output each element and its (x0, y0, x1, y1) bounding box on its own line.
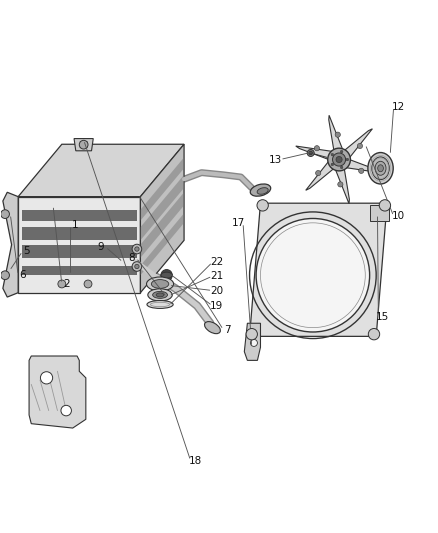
Polygon shape (18, 144, 184, 197)
Circle shape (357, 143, 363, 149)
Polygon shape (3, 192, 18, 297)
Circle shape (307, 149, 314, 157)
Circle shape (61, 405, 71, 416)
Circle shape (1, 271, 10, 280)
Text: 10: 10 (392, 211, 405, 221)
Ellipse shape (156, 293, 164, 297)
Polygon shape (306, 160, 335, 190)
Circle shape (315, 171, 321, 176)
Ellipse shape (368, 152, 393, 184)
Circle shape (58, 280, 66, 288)
Polygon shape (296, 146, 334, 160)
Text: 13: 13 (269, 155, 283, 165)
Circle shape (359, 168, 364, 173)
Polygon shape (344, 129, 372, 159)
Circle shape (246, 328, 258, 340)
Polygon shape (29, 356, 86, 428)
Text: 2: 2 (63, 279, 70, 289)
Text: 18: 18 (188, 456, 201, 466)
Ellipse shape (148, 289, 172, 301)
Polygon shape (244, 323, 261, 360)
Circle shape (379, 200, 391, 211)
Polygon shape (141, 213, 184, 275)
Text: 20: 20 (210, 286, 223, 295)
Text: 6: 6 (19, 270, 26, 280)
Circle shape (256, 219, 370, 332)
Polygon shape (21, 210, 137, 221)
Circle shape (40, 372, 53, 384)
Circle shape (132, 262, 142, 271)
Text: 8: 8 (128, 253, 135, 263)
Circle shape (331, 154, 334, 156)
Circle shape (257, 200, 268, 211)
Text: 22: 22 (210, 257, 223, 267)
Ellipse shape (372, 157, 389, 180)
Circle shape (335, 132, 340, 138)
Polygon shape (335, 168, 350, 204)
Polygon shape (141, 157, 184, 221)
Circle shape (314, 146, 319, 151)
Circle shape (135, 264, 139, 269)
Polygon shape (21, 265, 137, 275)
Ellipse shape (161, 272, 172, 278)
Ellipse shape (152, 292, 167, 298)
Polygon shape (141, 192, 184, 258)
Circle shape (338, 182, 343, 187)
Text: 12: 12 (392, 102, 405, 112)
Text: 1: 1 (71, 220, 78, 230)
Circle shape (328, 148, 350, 171)
Text: 15: 15 (376, 312, 389, 322)
Circle shape (132, 244, 142, 254)
Polygon shape (141, 175, 184, 240)
Ellipse shape (378, 165, 383, 172)
Text: 5: 5 (24, 246, 30, 256)
Circle shape (336, 157, 342, 163)
Ellipse shape (250, 184, 271, 196)
Circle shape (84, 280, 92, 288)
Polygon shape (18, 197, 141, 293)
Text: 7: 7 (224, 325, 231, 335)
Polygon shape (21, 227, 137, 240)
Polygon shape (345, 159, 382, 173)
Circle shape (309, 151, 312, 155)
Circle shape (346, 158, 349, 161)
Circle shape (135, 247, 139, 251)
Ellipse shape (147, 301, 173, 309)
Circle shape (251, 340, 258, 346)
Circle shape (340, 166, 343, 169)
Circle shape (161, 270, 172, 281)
Circle shape (332, 153, 346, 166)
Ellipse shape (375, 161, 386, 175)
Circle shape (368, 328, 380, 340)
Circle shape (1, 210, 10, 219)
Polygon shape (250, 203, 387, 336)
Text: 9: 9 (98, 242, 104, 252)
Text: 19: 19 (210, 301, 223, 311)
Circle shape (340, 150, 343, 153)
Circle shape (79, 140, 88, 149)
Polygon shape (74, 139, 93, 151)
Text: 17: 17 (232, 218, 245, 228)
Ellipse shape (151, 280, 169, 288)
Circle shape (331, 163, 334, 166)
Text: 21: 21 (210, 271, 223, 281)
Polygon shape (141, 144, 184, 293)
Ellipse shape (257, 188, 268, 194)
Ellipse shape (205, 321, 220, 334)
Ellipse shape (147, 277, 173, 291)
Polygon shape (329, 115, 343, 151)
Polygon shape (21, 245, 137, 258)
Polygon shape (370, 205, 389, 221)
